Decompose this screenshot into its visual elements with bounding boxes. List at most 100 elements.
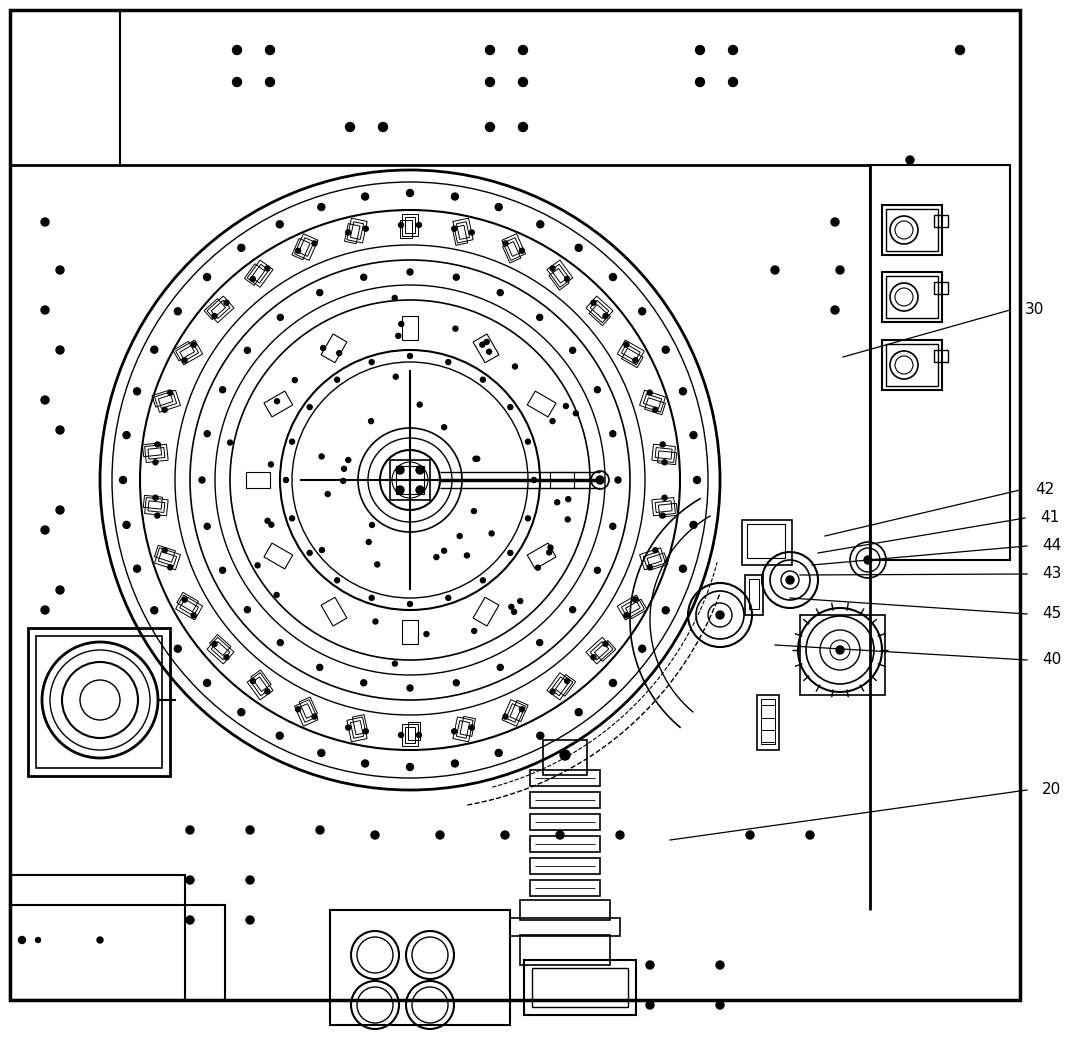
Circle shape [569, 348, 576, 353]
Circle shape [480, 377, 485, 382]
Bar [934, 350, 948, 362]
Circle shape [594, 567, 600, 574]
Circle shape [555, 499, 560, 505]
Circle shape [283, 477, 288, 483]
Circle shape [212, 642, 217, 646]
Circle shape [182, 358, 187, 363]
Circle shape [265, 518, 270, 524]
Circle shape [536, 565, 540, 571]
Circle shape [695, 77, 705, 87]
Circle shape [453, 680, 459, 686]
Circle shape [203, 273, 211, 281]
Circle shape [246, 826, 254, 834]
Circle shape [220, 567, 226, 574]
Circle shape [307, 404, 312, 409]
Circle shape [485, 77, 495, 87]
Bar [643, 552, 662, 566]
Circle shape [469, 230, 475, 235]
Circle shape [653, 548, 657, 553]
Circle shape [192, 612, 196, 618]
Circle shape [836, 646, 844, 654]
Circle shape [469, 726, 475, 730]
Circle shape [485, 45, 495, 54]
Circle shape [648, 565, 652, 570]
Circle shape [560, 750, 570, 760]
Bar [547, 673, 572, 699]
Circle shape [662, 460, 667, 465]
Circle shape [362, 760, 369, 767]
Circle shape [186, 916, 194, 925]
Circle shape [374, 562, 380, 566]
Circle shape [407, 190, 413, 197]
Circle shape [485, 122, 495, 132]
Bar [501, 233, 525, 261]
Circle shape [228, 440, 232, 445]
Bar [155, 548, 181, 570]
Circle shape [639, 645, 646, 652]
Circle shape [452, 226, 456, 231]
Circle shape [56, 426, 63, 435]
Circle shape [362, 193, 369, 200]
Circle shape [416, 733, 422, 737]
Circle shape [547, 550, 552, 555]
Circle shape [525, 516, 530, 520]
Circle shape [186, 826, 194, 834]
Circle shape [556, 831, 564, 839]
Bar [886, 209, 938, 251]
Circle shape [251, 678, 255, 684]
Bar [745, 575, 763, 615]
Bar [36, 636, 162, 768]
Circle shape [615, 477, 621, 483]
Circle shape [41, 606, 49, 614]
Circle shape [502, 241, 508, 246]
Circle shape [609, 680, 617, 687]
Circle shape [594, 386, 600, 393]
Bar [589, 305, 610, 326]
Circle shape [520, 248, 524, 253]
Circle shape [153, 460, 158, 465]
Bar [591, 642, 609, 660]
Circle shape [369, 419, 373, 424]
Circle shape [36, 937, 41, 942]
Circle shape [501, 831, 509, 839]
Circle shape [307, 551, 312, 555]
Circle shape [831, 218, 839, 226]
Circle shape [548, 545, 553, 550]
Circle shape [341, 466, 346, 471]
Bar [152, 391, 173, 407]
Bar [252, 264, 269, 283]
Circle shape [232, 77, 241, 87]
Bar [351, 222, 364, 240]
Circle shape [785, 576, 794, 584]
Circle shape [457, 534, 463, 538]
Bar [321, 597, 346, 626]
Circle shape [278, 640, 283, 646]
Bar [352, 715, 368, 735]
Circle shape [246, 916, 254, 925]
Circle shape [345, 230, 351, 235]
Bar [321, 334, 346, 362]
Circle shape [345, 458, 351, 463]
Circle shape [133, 387, 141, 395]
Circle shape [396, 466, 404, 474]
Bar [618, 595, 645, 620]
Circle shape [269, 522, 273, 528]
Bar [298, 238, 314, 257]
Circle shape [471, 509, 477, 514]
Circle shape [864, 556, 872, 564]
Circle shape [603, 313, 608, 318]
Circle shape [41, 218, 49, 226]
Circle shape [232, 45, 241, 54]
Circle shape [246, 876, 254, 884]
Circle shape [168, 565, 173, 570]
Bar [144, 497, 168, 516]
Circle shape [320, 454, 324, 459]
Circle shape [473, 456, 478, 462]
Bar [882, 340, 942, 389]
Bar [543, 740, 587, 775]
Text: 41: 41 [1040, 511, 1059, 526]
Circle shape [396, 333, 400, 338]
Text: 20: 20 [1042, 782, 1061, 798]
Circle shape [445, 596, 451, 600]
Bar [251, 670, 271, 691]
